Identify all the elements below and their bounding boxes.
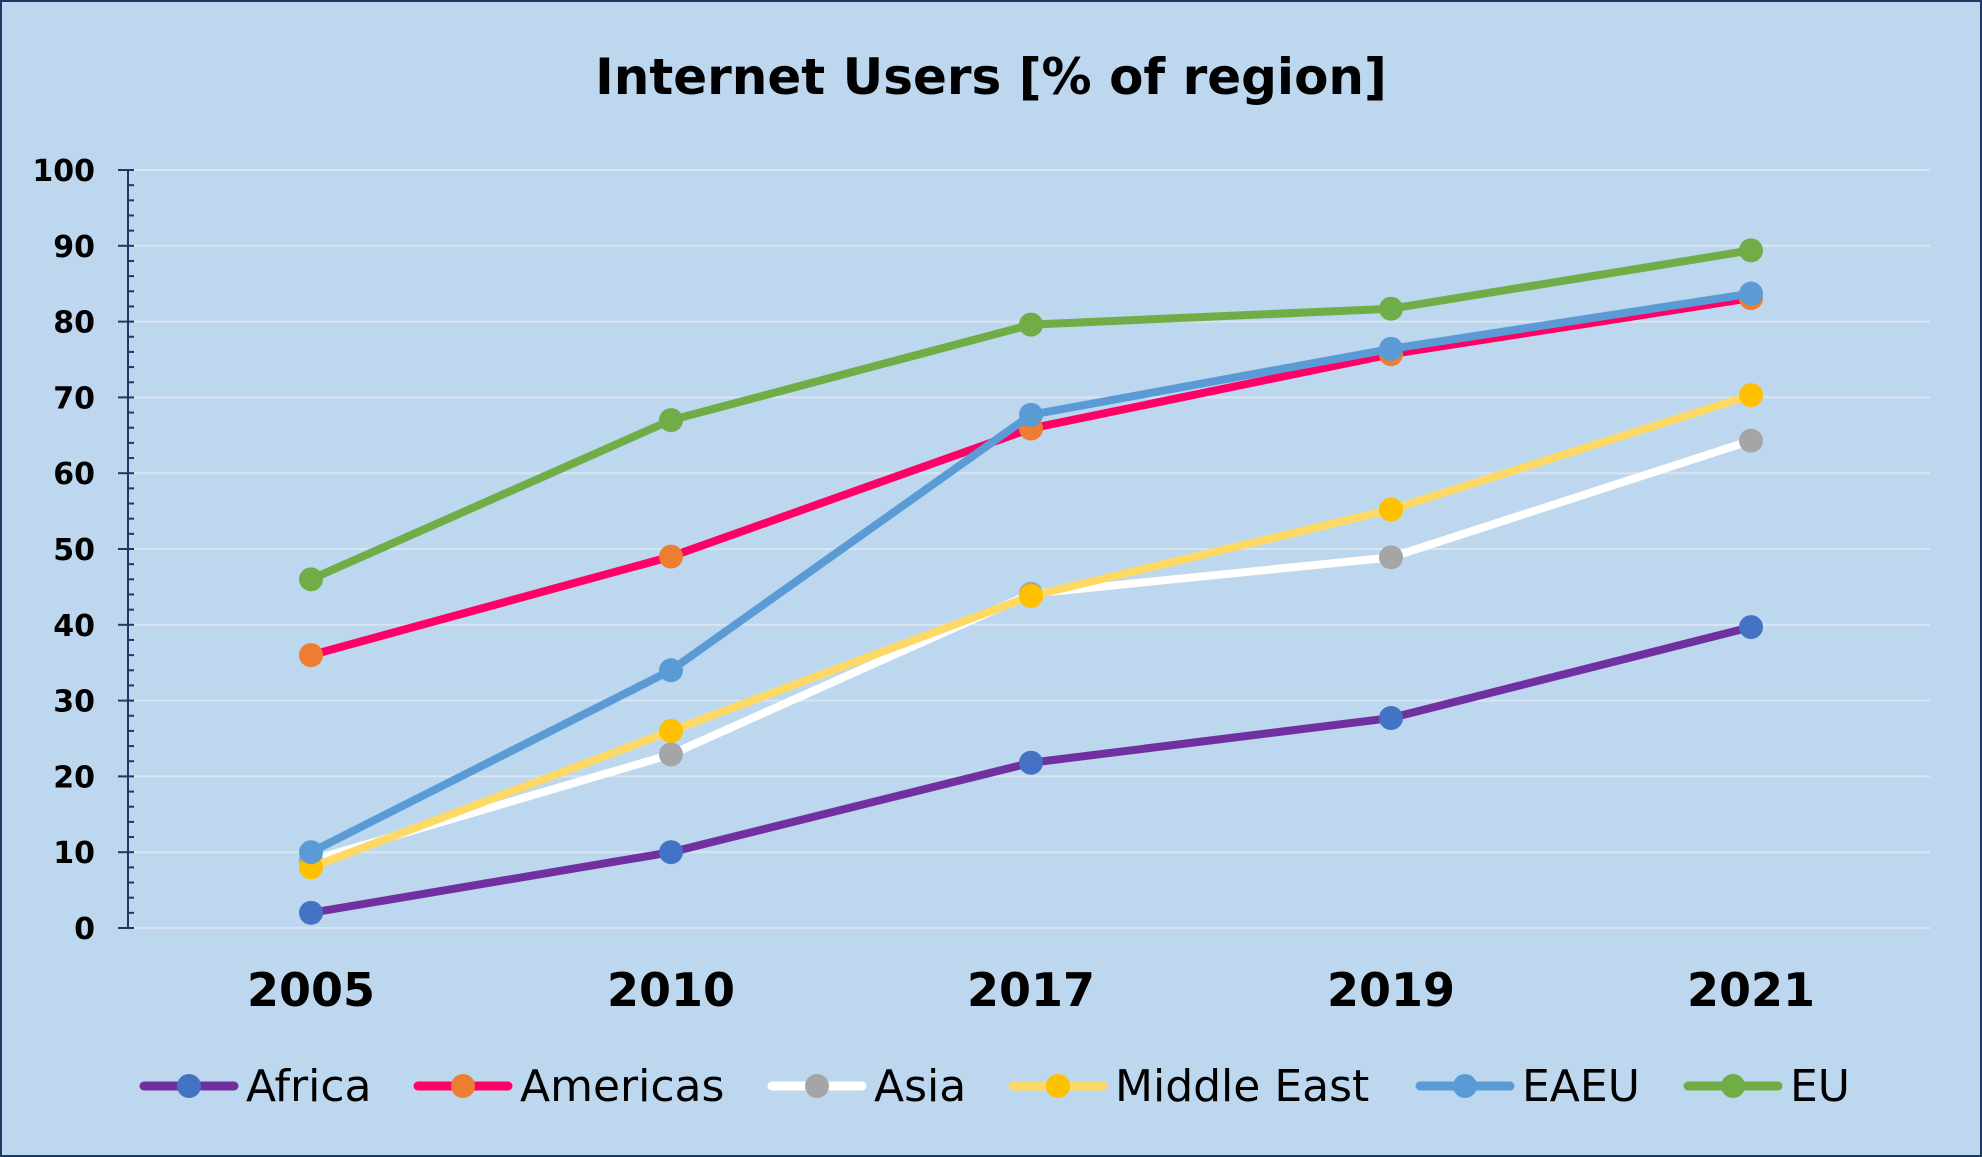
y-tick-label: 60 — [53, 457, 95, 492]
legend-label-eu: EU — [1790, 1061, 1850, 1112]
data-point-africa — [299, 900, 323, 925]
x-tick-label: 2021 — [1687, 963, 1815, 1017]
y-tick-label: 20 — [53, 760, 95, 795]
data-point-americas — [299, 643, 323, 668]
data-point-eaeu — [1379, 336, 1403, 361]
x-tick-label: 2010 — [607, 963, 735, 1017]
data-point-eu — [1019, 312, 1043, 337]
y-axis: 0 10 20 30 40 50 60 70 80 90 100 — [32, 154, 1930, 947]
data-point-eaeu — [299, 840, 323, 865]
y-tick-label: 30 — [53, 685, 95, 720]
data-point-eu — [299, 567, 323, 592]
data-point-middle-east — [659, 718, 683, 743]
x-tick-label: 2005 — [247, 963, 375, 1017]
y-tick-label: 10 — [53, 836, 95, 871]
legend-marker-americas — [451, 1074, 475, 1098]
x-tick-label: 2019 — [1327, 963, 1455, 1017]
data-point-africa — [659, 840, 683, 865]
data-point-middle-east — [1379, 497, 1403, 522]
y-tick-label: 50 — [53, 533, 95, 568]
chart-title: Internet Users [% of region] — [595, 48, 1387, 106]
legend-marker-eu — [1721, 1074, 1745, 1098]
data-point-eaeu — [1019, 402, 1043, 427]
legend-marker-africa — [177, 1074, 201, 1098]
data-point-asia — [1379, 545, 1403, 570]
data-point-africa — [1739, 615, 1763, 640]
data-point-eaeu — [1739, 281, 1763, 306]
y-tick-label: 70 — [53, 381, 95, 416]
x-tick-label: 2017 — [967, 963, 1095, 1017]
x-axis: 2005 2010 2017 2019 2021 — [247, 963, 1815, 1017]
y-tick-label: 40 — [53, 609, 95, 644]
gridlines — [128, 169, 1930, 854]
data-point-asia — [1739, 428, 1763, 453]
data-point-asia — [659, 742, 683, 767]
series-lines — [299, 238, 1763, 925]
legend-marker-middle-east — [1046, 1074, 1070, 1098]
legend-label-eaeu: EAEU — [1522, 1061, 1640, 1112]
data-point-eu — [1379, 296, 1403, 321]
y-tick-label: 80 — [53, 306, 95, 341]
y-tick-label: 90 — [53, 230, 95, 265]
legend-marker-asia — [805, 1074, 829, 1098]
data-point-eu — [1739, 238, 1763, 263]
legend-label-americas: Americas — [520, 1061, 724, 1112]
data-point-eaeu — [659, 658, 683, 683]
data-point-middle-east — [1739, 383, 1763, 408]
data-point-africa — [1019, 750, 1043, 775]
legend-label-africa: Africa — [246, 1061, 372, 1112]
data-point-africa — [1379, 706, 1403, 731]
y-tick-label: 100 — [32, 154, 95, 189]
data-point-americas — [659, 544, 683, 569]
legend-marker-eaeu — [1453, 1074, 1477, 1098]
data-point-eu — [659, 408, 683, 433]
legend: Africa Americas Asia Middle East EAEU EU — [139, 1061, 1850, 1112]
data-point-middle-east — [1019, 583, 1043, 608]
legend-label-asia: Asia — [874, 1061, 966, 1112]
y-tick-label: 0 — [74, 912, 95, 947]
legend-label-middle-east: Middle East — [1115, 1061, 1369, 1112]
